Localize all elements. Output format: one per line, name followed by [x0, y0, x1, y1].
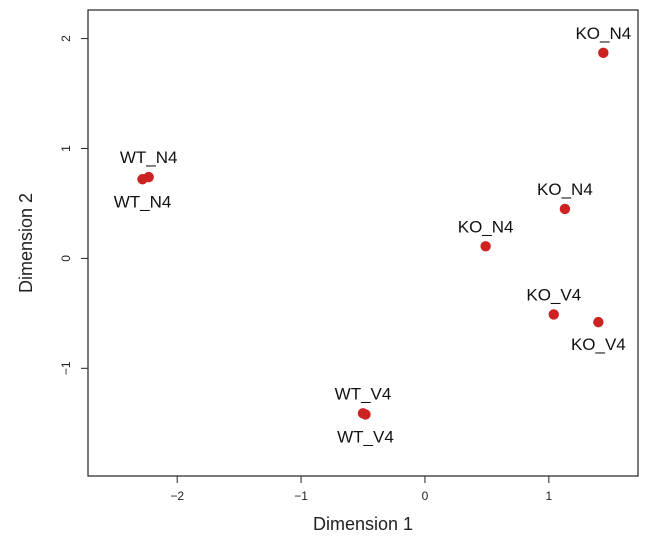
data-point: [137, 174, 148, 185]
point-label: KO_N4: [458, 217, 514, 236]
data-point: [559, 203, 571, 215]
plot-frame: [87, 9, 639, 477]
point-label: KO_V4: [526, 285, 581, 304]
y-tick-label: 0: [59, 255, 73, 262]
point-labels: KO_N4 WT_N4 WT_N4 KO_N4 KO_N4 KO_V4 KO_V4 WT_V4…: [114, 24, 631, 447]
point-label: WT_V4: [335, 384, 392, 403]
data-point: [480, 241, 491, 252]
y-tick-label: 2: [59, 35, 73, 42]
x-tick-label: −2: [170, 489, 184, 503]
data-point: [598, 47, 609, 59]
x-tick-label: 1: [545, 489, 552, 503]
data-point: [360, 409, 371, 420]
data-points: [137, 47, 609, 420]
x-axis: −2 −1 0 1: [170, 476, 552, 503]
y-tick-label: −1: [59, 361, 73, 375]
data-point: [593, 316, 604, 328]
x-tick-label: 0: [422, 489, 429, 503]
y-axis: −1 0 1 2: [59, 35, 88, 375]
point-label: WT_N4: [120, 148, 178, 167]
point-label: WT_N4: [114, 192, 172, 211]
point-label: KO_V4: [571, 335, 626, 354]
data-point: [548, 309, 559, 320]
y-axis-title: Dimension 2: [16, 193, 36, 293]
point-label: KO_N4: [537, 180, 593, 199]
x-axis-title: Dimension 1: [313, 514, 413, 534]
point-label: KO_N4: [575, 24, 631, 43]
point-label: WT_V4: [337, 427, 394, 446]
y-tick-label: 1: [59, 145, 73, 152]
x-tick-label: −1: [294, 489, 308, 503]
